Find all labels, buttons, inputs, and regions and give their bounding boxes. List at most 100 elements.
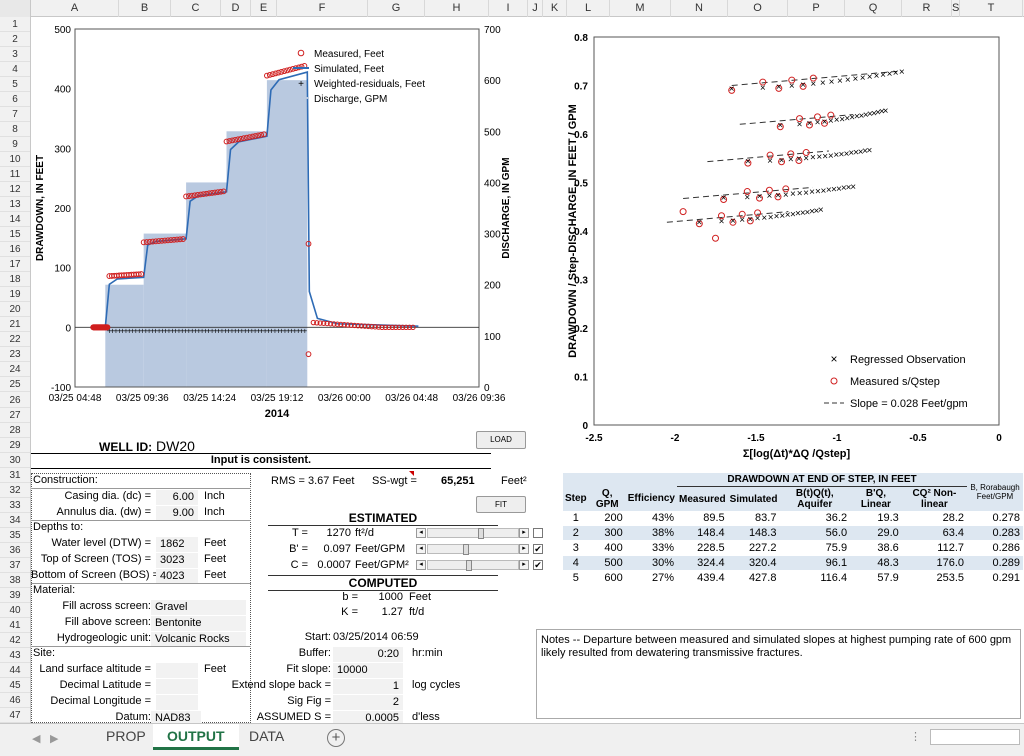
row-header[interactable]: 45 xyxy=(0,678,30,693)
b-prime-slider-left[interactable]: ◂ xyxy=(416,544,426,554)
row-header[interactable]: 23 xyxy=(0,347,30,363)
column-header[interactable]: D xyxy=(221,0,251,17)
table-cell[interactable]: 253.5 xyxy=(901,570,967,586)
fit-slope-field[interactable]: 10000 xyxy=(333,663,403,678)
table-cell[interactable]: 0.283 xyxy=(967,525,1023,541)
row-header[interactable]: 2 xyxy=(0,32,30,48)
table-cell[interactable]: 38.6 xyxy=(850,540,902,556)
fit-button[interactable]: FIT xyxy=(476,496,526,513)
bos-field[interactable]: 4023 xyxy=(156,569,198,584)
table-cell[interactable]: 3 xyxy=(563,540,589,556)
column-header[interactable]: K xyxy=(543,0,567,17)
table-cell[interactable]: 0.286 xyxy=(967,540,1023,556)
row-header[interactable]: 39 xyxy=(0,588,30,603)
column-header[interactable]: P xyxy=(788,0,845,17)
row-header[interactable]: 47 xyxy=(0,708,30,723)
fill-above-field[interactable]: Bentonite xyxy=(151,616,246,631)
next-sheet-icon[interactable]: ▶ xyxy=(50,733,59,745)
row-header[interactable]: 6 xyxy=(0,92,30,108)
row-header[interactable]: 12 xyxy=(0,182,30,198)
table-cell[interactable]: 324.4 xyxy=(676,555,728,571)
column-header[interactable]: T xyxy=(960,0,1023,17)
tab-output[interactable]: OUTPUT xyxy=(153,724,239,750)
row-header[interactable]: 19 xyxy=(0,287,30,303)
table-cell[interactable]: 4 xyxy=(563,555,589,571)
table-cell[interactable]: 0.278 xyxy=(967,511,1023,526)
table-cell[interactable]: 29.0 xyxy=(850,525,902,541)
table-cell[interactable]: 0.289 xyxy=(967,555,1023,571)
row-header[interactable]: 20 xyxy=(0,302,30,318)
row-header[interactable]: 34 xyxy=(0,513,30,528)
load-button[interactable]: LOAD xyxy=(476,431,526,449)
column-header[interactable]: I xyxy=(489,0,528,17)
row-header[interactable]: 27 xyxy=(0,408,30,423)
annulus-dia-field[interactable]: 9.00 xyxy=(156,506,198,521)
row-header[interactable]: 11 xyxy=(0,167,30,183)
table-cell[interactable]: 19.3 xyxy=(850,511,902,526)
row-header[interactable]: 28 xyxy=(0,423,30,438)
c-fixed-checkbox[interactable]: ✔ xyxy=(533,560,543,570)
table-cell[interactable]: 57.9 xyxy=(850,570,902,586)
row-header[interactable]: 32 xyxy=(0,483,30,498)
prev-sheet-icon[interactable]: ◀ xyxy=(32,733,41,745)
row-header[interactable]: 37 xyxy=(0,558,30,573)
table-cell[interactable]: 148.4 xyxy=(676,525,728,541)
table-cell[interactable]: 200 xyxy=(588,511,626,526)
t-value[interactable]: 1270 xyxy=(326,527,351,539)
row-header[interactable]: 41 xyxy=(0,618,30,633)
b-prime-slider[interactable] xyxy=(427,544,519,555)
column-header[interactable]: E xyxy=(251,0,277,17)
column-header[interactable]: J xyxy=(528,0,543,17)
table-cell[interactable]: 176.0 xyxy=(901,555,967,571)
b-prime-value[interactable]: 0.097 xyxy=(323,543,351,555)
row-header[interactable]: 29 xyxy=(0,438,30,453)
row-header[interactable]: 21 xyxy=(0,317,30,333)
horizontal-scrollbar[interactable] xyxy=(930,729,1020,745)
row-header[interactable]: 40 xyxy=(0,603,30,618)
tab-prop[interactable]: PROP xyxy=(106,728,146,744)
column-header[interactable]: Q xyxy=(845,0,902,17)
column-header[interactable]: H xyxy=(425,0,489,17)
extend-slope-field[interactable]: 1 xyxy=(333,679,403,694)
table-cell[interactable]: 43% xyxy=(625,511,677,526)
sig-fig-field[interactable]: 2 xyxy=(333,695,403,710)
fill-across-field[interactable]: Gravel xyxy=(151,600,246,615)
row-header[interactable]: 8 xyxy=(0,122,30,138)
c-slider-right[interactable]: ▸ xyxy=(519,560,529,570)
table-cell[interactable]: 75.9 xyxy=(779,540,851,556)
table-cell[interactable]: 439.4 xyxy=(676,570,728,586)
assumed-s-field[interactable]: 0.0005 xyxy=(333,711,403,723)
table-cell[interactable]: 300 xyxy=(588,525,626,541)
column-header[interactable]: C xyxy=(171,0,221,17)
t-fixed-checkbox[interactable] xyxy=(533,528,543,538)
well-id-value[interactable]: DW20 xyxy=(156,438,195,454)
table-cell[interactable]: 112.7 xyxy=(901,540,967,556)
select-all-corner[interactable] xyxy=(0,0,31,17)
table-cell[interactable]: 63.4 xyxy=(901,525,967,541)
row-header[interactable]: 31 xyxy=(0,468,30,483)
table-cell[interactable]: 116.4 xyxy=(779,570,851,586)
table-cell[interactable]: 400 xyxy=(588,540,626,556)
table-cell[interactable]: 28.2 xyxy=(901,511,967,526)
row-header[interactable]: 30 xyxy=(0,453,30,468)
row-header[interactable]: 5 xyxy=(0,77,30,93)
table-cell[interactable]: 228.5 xyxy=(676,540,728,556)
row-header[interactable]: 17 xyxy=(0,257,30,273)
altitude-field[interactable] xyxy=(156,663,198,678)
table-cell[interactable]: 600 xyxy=(588,570,626,586)
table-cell[interactable]: 1 xyxy=(563,511,589,526)
column-header[interactable]: N xyxy=(671,0,728,17)
row-header[interactable]: 10 xyxy=(0,152,30,168)
row-header[interactable]: 3 xyxy=(0,47,30,63)
table-cell[interactable]: 0.291 xyxy=(967,570,1023,586)
row-header[interactable]: 46 xyxy=(0,693,30,708)
row-header[interactable]: 43 xyxy=(0,648,30,663)
hydro-unit-field[interactable]: Volcanic Rocks xyxy=(151,632,246,647)
table-cell[interactable]: 427.8 xyxy=(727,570,780,586)
row-header[interactable]: 26 xyxy=(0,393,30,408)
column-header[interactable]: A xyxy=(31,0,119,17)
table-cell[interactable]: 48.3 xyxy=(850,555,902,571)
table-cell[interactable]: 227.2 xyxy=(727,540,780,556)
t-slider-left[interactable]: ◂ xyxy=(416,528,426,538)
row-header[interactable]: 36 xyxy=(0,543,30,558)
